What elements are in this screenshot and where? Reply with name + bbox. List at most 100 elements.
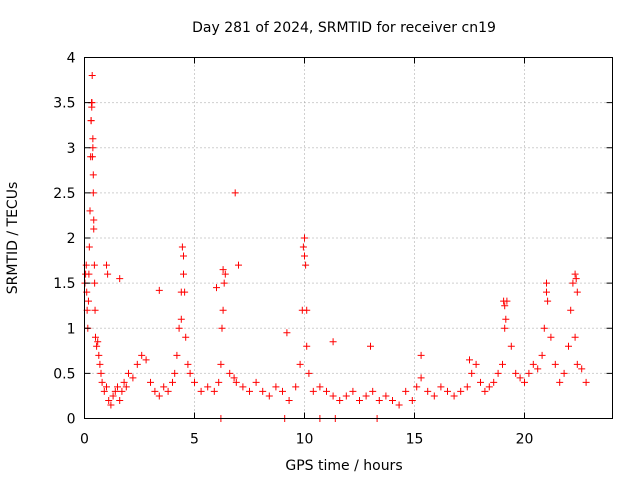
data-point [142, 356, 150, 364]
data-point [180, 252, 187, 260]
y-tick-label: 2.5 [53, 186, 75, 202]
data-point [221, 270, 229, 278]
data-point [571, 270, 579, 278]
data-point [104, 270, 112, 278]
data-point [382, 392, 390, 400]
data-point [402, 387, 410, 395]
data-point [85, 270, 93, 278]
data-point [572, 275, 580, 283]
data-point [444, 387, 451, 395]
data-point [82, 261, 90, 269]
data-point [210, 387, 218, 395]
data-point [84, 297, 92, 305]
data-point [92, 333, 99, 341]
data-point [169, 378, 176, 386]
data-point [191, 378, 198, 386]
data-point [96, 360, 104, 368]
data-point [91, 306, 99, 314]
y-tick-label: 0 [67, 412, 76, 428]
data-point [283, 329, 291, 337]
data-point [180, 270, 187, 278]
data-point [103, 261, 110, 269]
data-point [395, 401, 403, 409]
data-point [89, 189, 97, 197]
data-point [204, 383, 212, 391]
data-point [109, 392, 117, 400]
data-point [133, 360, 141, 368]
data-point [98, 378, 106, 386]
data-point [516, 374, 524, 382]
data-point [155, 392, 163, 400]
data-point [88, 153, 96, 161]
data-point [309, 387, 317, 395]
x-tick-label: 15 [406, 432, 424, 448]
data-point [573, 288, 581, 296]
data-point [155, 286, 163, 294]
data-point [502, 315, 510, 323]
data-point [184, 360, 192, 368]
data-point [230, 374, 238, 382]
data-point [85, 243, 93, 251]
data-point [279, 387, 286, 395]
data-point [122, 383, 130, 391]
data-point [181, 288, 189, 296]
data-point [218, 324, 226, 332]
data-point [171, 369, 179, 377]
data-point [305, 369, 313, 377]
data-point [501, 324, 509, 332]
data-point [138, 351, 146, 359]
data-point [89, 144, 97, 152]
data-points [81, 72, 590, 422]
data-point [437, 383, 445, 391]
x-tick-labels: 0 5 10 15 20 [80, 432, 533, 448]
x-tick-label: 10 [296, 432, 314, 448]
x-tick-label: 0 [80, 432, 89, 448]
data-point [88, 103, 96, 111]
data-point [342, 392, 350, 400]
data-point [457, 387, 465, 395]
data-point [569, 279, 577, 287]
data-point [151, 387, 159, 395]
y-tick-label: 1 [67, 321, 76, 337]
data-point [468, 369, 476, 377]
data-point [213, 284, 220, 292]
data-point [543, 279, 550, 287]
data-point [417, 374, 425, 382]
data-point [272, 383, 280, 391]
data-point [93, 342, 101, 350]
data-point [178, 243, 186, 251]
data-point [103, 383, 110, 391]
data-point [367, 342, 374, 350]
data-point [571, 333, 579, 341]
data-point [88, 72, 96, 80]
data-point [125, 369, 132, 377]
data-point [111, 387, 119, 395]
data-point [323, 387, 330, 395]
data-point [231, 189, 239, 197]
data-point [220, 279, 228, 287]
data-point [501, 302, 509, 310]
data-point [239, 383, 247, 391]
data-point [86, 207, 94, 215]
data-point [494, 369, 502, 377]
data-point [356, 396, 363, 404]
data-point [265, 392, 273, 400]
data-point [463, 383, 471, 391]
data-point [500, 297, 508, 305]
x-axis-label: GPS time / hours [285, 458, 402, 474]
data-point [90, 261, 98, 269]
data-point [302, 261, 310, 269]
data-point [301, 234, 308, 242]
data-point [349, 387, 357, 395]
y-tick-label: 4 [67, 51, 76, 67]
data-point [164, 387, 172, 395]
data-point [472, 360, 480, 368]
data-point [89, 171, 97, 179]
data-point [129, 374, 137, 382]
data-point [285, 396, 293, 404]
data-point [94, 338, 102, 346]
data-point [114, 383, 121, 391]
data-point [485, 383, 493, 391]
data-point [160, 383, 168, 391]
